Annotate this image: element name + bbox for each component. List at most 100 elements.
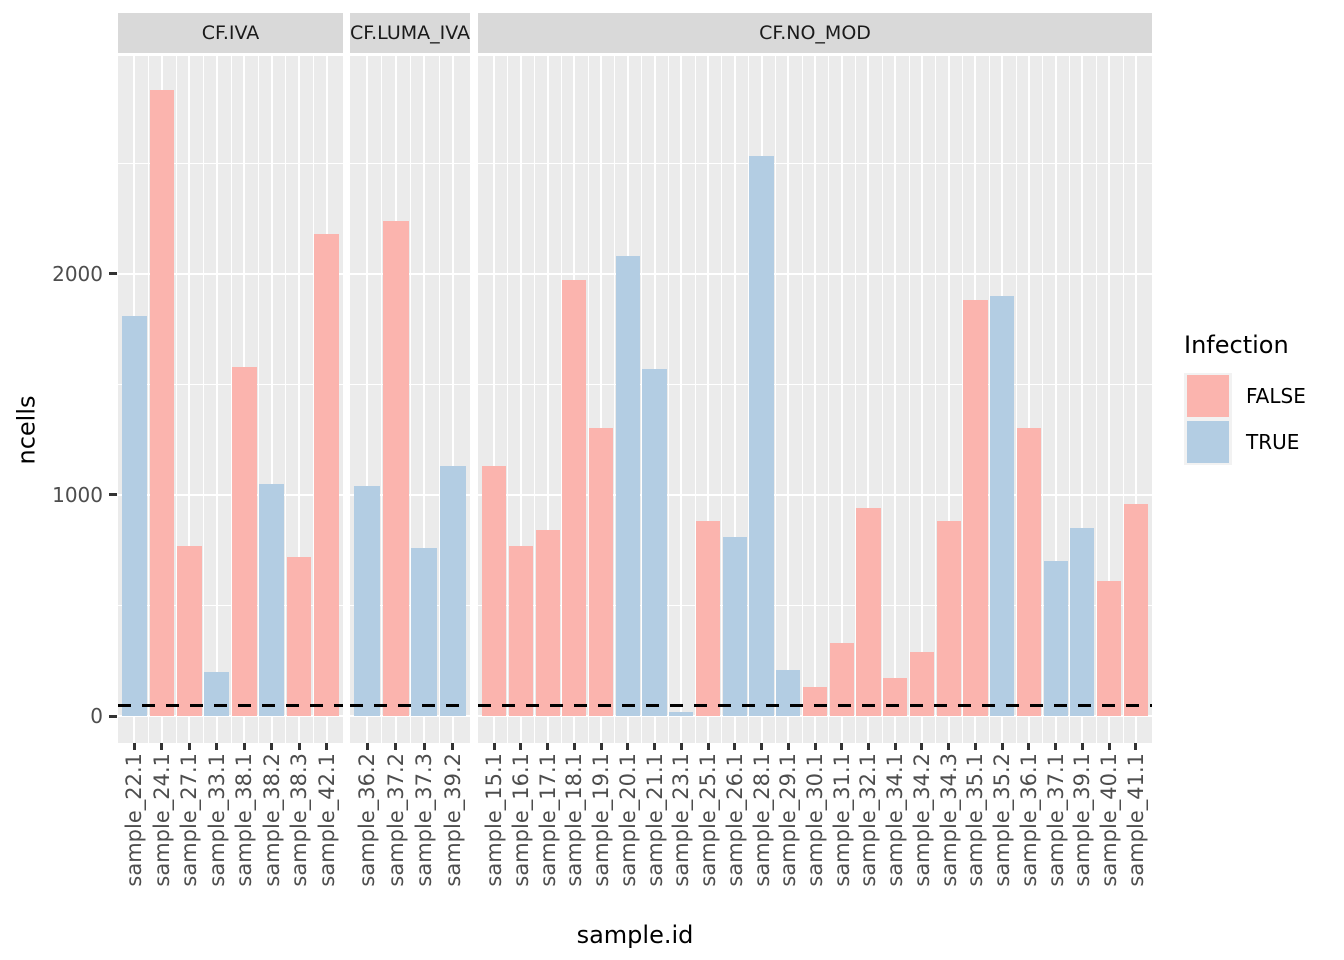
threshold-dashed-line <box>478 703 1152 707</box>
major-gridline-v <box>215 56 218 743</box>
x-tick-sample_24.1 <box>160 743 164 750</box>
major-gridline-v <box>270 56 273 743</box>
x-label-sample_38.2: sample_38.2 <box>259 753 284 887</box>
x-tick-sample_34.3 <box>947 743 951 750</box>
x-label-sample_34.2: sample_34.2 <box>909 753 934 887</box>
threshold-dashed-line <box>118 703 343 707</box>
x-label-sample_37.3: sample_37.3 <box>412 753 437 887</box>
x-tick-sample_18.1 <box>572 743 576 750</box>
bar-sample_16.1 <box>508 545 533 716</box>
x-label-sample_22.1: sample_22.1 <box>122 753 147 887</box>
x-label-sample_23.1: sample_23.1 <box>669 753 694 887</box>
x-label-sample_21.1: sample_21.1 <box>642 753 667 887</box>
x-tick-sample_35.1 <box>973 743 977 750</box>
x-label-sample_39.2: sample_39.2 <box>440 753 465 887</box>
major-gridline-v <box>1054 56 1057 743</box>
bar-sample_22.1 <box>122 315 147 716</box>
major-gridline-v <box>188 56 191 743</box>
x-label-sample_16.1: sample_16.1 <box>508 753 533 887</box>
x-tick-sample_41.1 <box>1134 743 1138 750</box>
x-label-sample_24.1: sample_24.1 <box>149 753 174 887</box>
minor-gridline-v <box>614 56 616 743</box>
x-tick-sample_28.1 <box>760 743 763 750</box>
minor-gridline-v <box>410 56 411 743</box>
major-gridline-v <box>1108 56 1111 743</box>
bar-sample_38.1 <box>231 366 257 716</box>
x-label-sample_40.1: sample_40.1 <box>1097 753 1122 887</box>
x-tick-sample_23.1 <box>679 743 683 750</box>
x-label-sample_33.1: sample_33.1 <box>204 753 229 887</box>
x-label-sample_35.2: sample_35.2 <box>990 753 1015 887</box>
x-tick-sample_16.1 <box>519 743 523 750</box>
bar-sample_37.2 <box>382 220 409 716</box>
bar-sample_39.1 <box>1070 527 1095 716</box>
x-tick-sample_31.1 <box>840 743 844 750</box>
x-axis-title: sample.id <box>576 921 694 949</box>
minor-gridline-v <box>148 56 150 743</box>
y-tick-label-1000: 1000 <box>52 482 103 507</box>
bar-sample_27.1 <box>176 545 202 716</box>
x-tick-sample_37.1 <box>1054 743 1058 750</box>
x-tick-sample_36.2 <box>365 743 369 750</box>
major-gridline-v <box>787 56 790 743</box>
x-label-sample_37.1: sample_37.1 <box>1043 753 1068 887</box>
major-gridline-v <box>707 56 710 743</box>
x-tick-sample_34.1 <box>893 743 897 750</box>
major-gridline-v <box>298 56 301 743</box>
x-label-sample_36.2: sample_36.2 <box>355 753 380 887</box>
minor-gridline-v <box>507 56 509 743</box>
facet-strip-CF.NO_MOD: CF.NO_MOD <box>478 13 1152 53</box>
x-tick-sample_32.1 <box>866 743 870 750</box>
x-tick-sample_26.1 <box>733 743 737 750</box>
x-label-sample_31.1: sample_31.1 <box>829 753 854 887</box>
x-tick-sample_38.2 <box>270 743 274 750</box>
x-tick-sample_40.1 <box>1107 743 1111 750</box>
x-label-sample_32.1: sample_32.1 <box>856 753 881 887</box>
minor-gridline-v <box>285 56 287 743</box>
facet-strip-label: CF.LUMA_IVA <box>350 22 470 44</box>
y-tick-label-0: 0 <box>90 704 103 728</box>
bar-sample_34.1 <box>883 678 908 716</box>
minor-gridline-v <box>1122 56 1124 743</box>
bar-sample_41.1 <box>1123 503 1148 716</box>
major-gridline-v <box>894 56 897 743</box>
bar-sample_24.1 <box>149 90 175 716</box>
x-tick-sample_38.3 <box>297 743 301 750</box>
minor-gridline-v <box>721 56 723 743</box>
minor-gridline-v <box>774 56 776 743</box>
x-tick-sample_37.3 <box>422 743 426 750</box>
x-tick-sample_39.2 <box>451 743 455 750</box>
major-gridline-v <box>1027 56 1030 743</box>
major-gridline-v <box>840 56 843 743</box>
bar-sample_31.1 <box>829 643 854 716</box>
minor-gridline-v <box>1095 56 1097 743</box>
major-gridline-v <box>600 56 603 743</box>
minor-gridline-v <box>694 56 696 743</box>
x-label-sample_15.1: sample_15.1 <box>482 753 507 887</box>
x-label-sample_39.1: sample_39.1 <box>1070 753 1095 887</box>
major-gridline-v <box>519 56 522 743</box>
minor-gridline-v <box>381 56 383 743</box>
x-label-sample_38.3: sample_38.3 <box>287 753 312 887</box>
x-tick-sample_39.1 <box>1080 743 1084 750</box>
y-tick-mark-2000 <box>109 272 117 276</box>
legend-key-true <box>1184 419 1232 465</box>
x-tick-sample_36.1 <box>1027 743 1031 750</box>
x-label-sample_38.1: sample_38.1 <box>232 753 257 887</box>
major-gridline-v <box>733 56 736 743</box>
x-tick-sample_21.1 <box>653 743 657 750</box>
x-label-sample_27.1: sample_27.1 <box>177 753 202 887</box>
minor-gridline-v <box>1015 56 1017 743</box>
x-tick-sample_34.2 <box>920 743 924 750</box>
major-gridline-v <box>920 56 923 743</box>
x-label-sample_17.1: sample_17.1 <box>535 753 560 887</box>
minor-gridline-v <box>230 56 232 743</box>
bar-sample_37.3 <box>411 547 438 716</box>
x-tick-sample_38.1 <box>242 743 246 750</box>
x-tick-sample_27.1 <box>187 743 191 750</box>
major-gridline-v <box>947 56 950 743</box>
minor-gridline-v <box>828 56 830 743</box>
minor-gridline-v <box>534 56 536 743</box>
legend-swatch-true-icon <box>1187 421 1229 463</box>
